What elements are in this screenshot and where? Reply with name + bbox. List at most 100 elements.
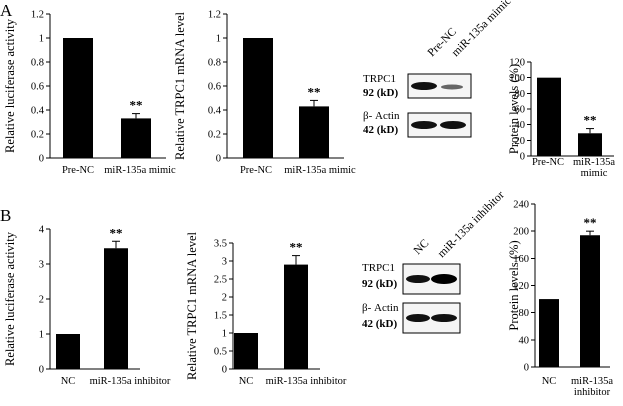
category-label: NC: [542, 376, 557, 387]
y-tick-label: 0.6: [208, 82, 221, 93]
blot-row-label: TRPC1: [362, 262, 395, 274]
y-tick-label: 0.2: [31, 130, 44, 141]
category-label: Pre-NC: [532, 157, 564, 168]
blot-band: [406, 275, 430, 283]
y-tick-label: 60: [515, 105, 526, 116]
blot-band: [411, 121, 437, 129]
panel-letter-b: B: [0, 206, 11, 225]
chart-1: 0 0.2 0.4 0.6 0.8 1 1.2 Relative luciferase act…: [3, 10, 176, 177]
bar: [234, 333, 258, 369]
y-tick-label: 4: [39, 225, 45, 236]
y-tick-label: 0.4: [208, 106, 222, 117]
blot-row-size: 42 (kD): [362, 318, 397, 330]
y-tick-label: 1: [39, 330, 44, 341]
y-tick-label: 20: [515, 136, 526, 147]
blot-band: [431, 314, 457, 322]
y-axis-label: Relative luciferase activity: [3, 231, 17, 366]
y-tick-label: 80: [519, 308, 530, 319]
significance-label: **: [290, 240, 303, 255]
category-label: miR-135a mimic: [284, 165, 356, 176]
chart-4: 0 1 2 3 4 Relative luciferase activity ** NC miR…: [3, 225, 171, 388]
blot-band: [441, 84, 463, 90]
category-label: NC: [61, 376, 76, 387]
y-axis-label: Relative TRPC1 mRNA level: [185, 231, 199, 380]
y-tick-label: 1: [39, 34, 44, 45]
bar: [580, 235, 600, 367]
category-label: Pre-NC: [62, 165, 94, 176]
blot-row-label: β- Actin: [362, 302, 399, 314]
significance-label: **: [130, 98, 143, 113]
y-tick-label: 160: [513, 254, 529, 265]
y-axis-label: Relative luciferase activity: [3, 18, 17, 153]
blot-row-size: 92 (kD): [362, 278, 397, 290]
y-tick-label: 40: [519, 335, 530, 346]
category-label: miR-135a inhibitor: [266, 376, 347, 387]
bar: [56, 334, 80, 369]
blot-band: [440, 121, 466, 129]
y-tick-label: 0: [39, 365, 44, 376]
category-label: miR-135a: [573, 157, 615, 168]
blot-row-label: TRPC1: [363, 73, 396, 85]
bar: [539, 299, 559, 367]
y-tick-label: 1.2: [31, 10, 44, 21]
blot-row-size: 92 (kD): [363, 87, 398, 99]
y-tick-label: 3: [39, 260, 44, 271]
y-tick-label: 200: [513, 227, 529, 238]
blot-band: [431, 274, 457, 284]
y-tick-label: 3.5: [214, 239, 227, 250]
category-label: miR-135a mimic: [104, 165, 176, 176]
bar: [578, 133, 602, 156]
western-blot-b: NC miR-135a inhibitor TRPC1 92 (kD) β- A…: [362, 189, 507, 334]
y-tick-label: 2: [39, 295, 44, 306]
bar: [537, 77, 561, 156]
bar: [63, 38, 93, 158]
blot-lane-label: NC: [412, 237, 432, 257]
y-tick-label: 0.2: [208, 130, 221, 141]
y-tick-label: 3: [222, 257, 227, 268]
y-tick-label: 0: [216, 154, 221, 165]
bar: [284, 264, 308, 369]
chart-2: 0 0.2 0.4 0.6 0.8 1 1.2 Relative TRPC1 mRNA lev…: [173, 10, 356, 177]
bar: [104, 248, 128, 369]
bar: [299, 106, 329, 158]
category-label: NC: [239, 376, 254, 387]
y-axis-label: Protein levels (%): [507, 240, 521, 330]
bar: [243, 38, 273, 158]
y-tick-label: 120: [509, 58, 525, 69]
y-tick-label: 0.6: [31, 82, 44, 93]
western-blot-a: Pre-NC miR-135a mimic TRPC1 92 (kD) β- A…: [363, 0, 513, 138]
category-label: miR-135a inhibitor: [90, 376, 171, 387]
y-tick-label: 0.4: [31, 106, 45, 117]
y-axis-label: Protein levels (%): [507, 64, 521, 154]
significance-label: **: [584, 113, 597, 128]
significance-label: **: [584, 215, 597, 230]
blot-row-label: β- Actin: [363, 110, 400, 122]
category-label: mimic: [581, 168, 608, 179]
y-tick-label: 0.8: [208, 58, 221, 69]
y-tick-label: 0.8: [31, 58, 44, 69]
y-tick-label: 2: [222, 293, 227, 304]
y-tick-label: 1: [216, 34, 221, 45]
category-label: inhibitor: [574, 387, 611, 398]
y-tick-label: 1.2: [208, 10, 221, 21]
y-tick-label: 120: [513, 281, 529, 292]
significance-label: **: [308, 84, 321, 99]
panel-letter-a: A: [0, 1, 13, 20]
y-tick-label: 80: [515, 89, 526, 100]
chart-5: 0 0.5 1 1.5 2 2.5 3 3.5 Relative TRPC1 mRNA leve…: [185, 231, 347, 387]
y-tick-label: 1: [222, 329, 227, 340]
y-tick-label: 0.5: [214, 347, 227, 358]
y-tick-label: 240: [513, 200, 529, 211]
y-tick-label: 2.5: [214, 275, 227, 286]
y-tick-label: 0: [222, 365, 227, 376]
y-tick-label: 0: [39, 154, 44, 165]
blot-band: [411, 82, 437, 90]
category-label: Pre-NC: [240, 165, 272, 176]
y-tick-label: 40: [515, 120, 526, 131]
charts: 0 0.2 0.4 0.6 0.8 1 1.2 Relative luciferase act…: [3, 10, 615, 399]
blot-row-size: 42 (kD): [363, 124, 398, 136]
significance-label: **: [110, 225, 123, 240]
y-tick-label: 0: [520, 152, 525, 163]
bar: [121, 118, 151, 158]
